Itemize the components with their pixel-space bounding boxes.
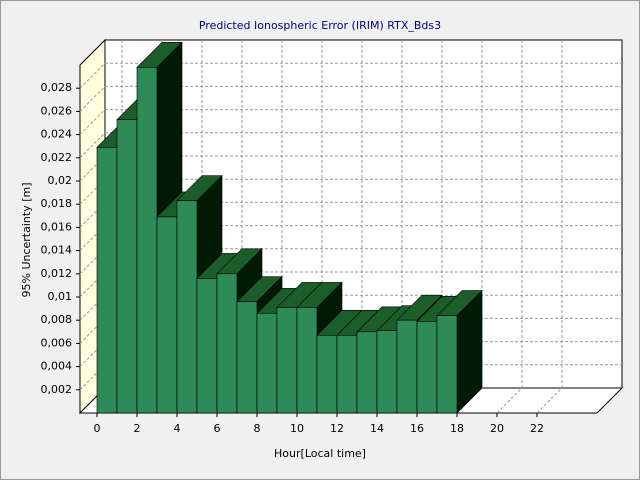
bar: [336, 334, 358, 414]
y-tick-label: 0,002: [41, 383, 73, 396]
bar: [136, 67, 158, 414]
bar: [316, 334, 338, 414]
chart-title: Predicted Ionospheric Error (IRIM) RTX_B…: [199, 19, 441, 32]
x-tick-label: 0: [94, 422, 101, 435]
y-tick-label: 0,018: [41, 197, 73, 210]
bar: [416, 321, 438, 414]
x-tick-label: 8: [254, 422, 261, 435]
x-tick-label: 22: [530, 422, 544, 435]
bar: [236, 301, 258, 414]
x-tick-label: 6: [214, 422, 221, 435]
grid-line: [79, 318, 106, 344]
grid-line: [79, 178, 106, 205]
bar: [216, 273, 238, 414]
grid-line: [79, 341, 106, 367]
grid-line: [79, 294, 106, 321]
bar: [356, 331, 378, 414]
grid-line: [79, 86, 106, 112]
bar: [296, 307, 318, 414]
bar: [116, 119, 138, 414]
x-tick-label: 10: [290, 422, 304, 435]
bar: [96, 147, 118, 414]
y-tick-label: 0,012: [41, 267, 73, 280]
y-tick-label: 0,014: [41, 244, 73, 257]
bar: [436, 315, 458, 414]
bar: [196, 278, 218, 414]
bar: [396, 319, 418, 414]
y-tick-label: 0,006: [41, 336, 73, 349]
grid-line: [79, 62, 106, 89]
bar: [276, 307, 298, 414]
y-tick-label: 0,02: [48, 174, 73, 187]
y-tick-label: 0,004: [41, 360, 73, 373]
x-tick-label: 18: [450, 422, 464, 435]
bar: [156, 216, 178, 414]
grid-line: [79, 202, 106, 228]
y-tick-label: 0,028: [41, 81, 73, 94]
x-tick-label: 4: [174, 422, 181, 435]
bar: [376, 330, 398, 414]
grid-line: [496, 387, 523, 414]
grid-line: [79, 155, 106, 182]
grid-line: [79, 248, 106, 275]
grid-line: [79, 132, 106, 159]
y-axis-label: 95% Uncertainty [m]: [20, 182, 33, 297]
x-tick-label: 14: [370, 422, 384, 435]
x-tick-label: 20: [490, 422, 504, 435]
y-tick-label: 0,024: [41, 128, 73, 141]
y-tick-label: 0,026: [41, 104, 73, 117]
y-tick-label: 0,022: [41, 151, 73, 164]
grid-line: [79, 364, 106, 391]
x-axis-label: Hour[Local time]: [274, 447, 366, 460]
grid-line: [536, 387, 563, 414]
grid-line: [79, 225, 106, 251]
bar: [176, 200, 198, 414]
bar: [256, 312, 278, 414]
y-tick-label: 0,01: [48, 290, 73, 303]
x-tick-label: 12: [330, 422, 344, 435]
grid-line: [79, 271, 106, 298]
grid-line: [79, 109, 106, 135]
y-tick-label: 0,008: [41, 313, 73, 326]
y-tick-label: 0,016: [41, 220, 73, 233]
x-tick-label: 2: [134, 422, 141, 435]
x-tick-label: 16: [410, 422, 424, 435]
